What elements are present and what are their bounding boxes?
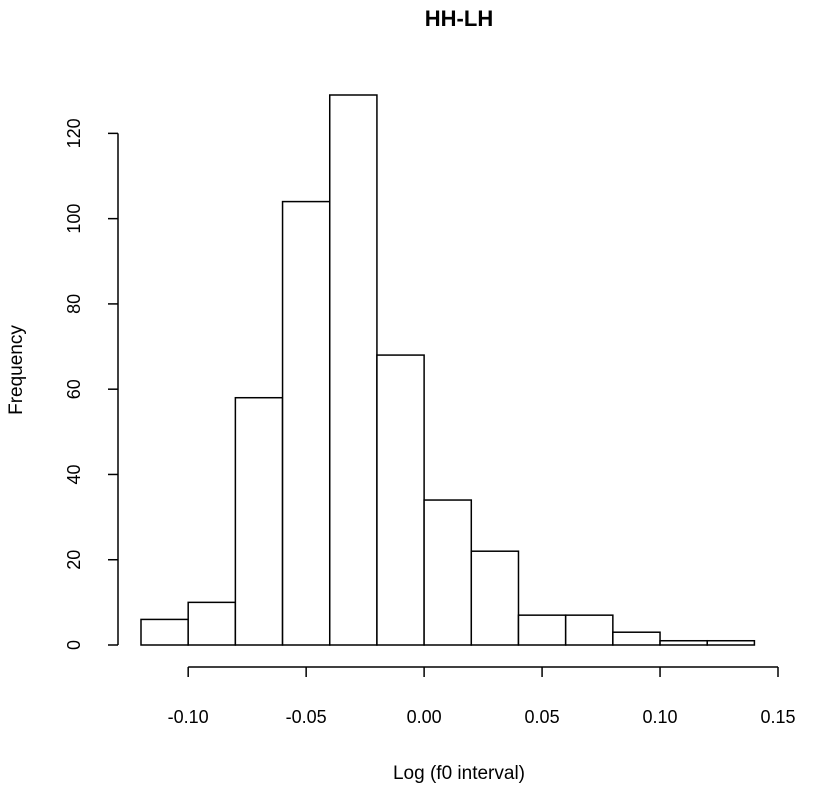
chart-title: HH-LH <box>425 6 493 31</box>
x-tick-label: 0.05 <box>525 707 560 727</box>
y-tick-label: 80 <box>64 294 84 314</box>
x-tick-label: 0.00 <box>407 707 442 727</box>
x-tick-label: -0.10 <box>168 707 209 727</box>
y-tick-label: 0 <box>64 640 84 650</box>
histogram-bar-8 <box>517 614 567 646</box>
histogram-bar-7 <box>470 550 520 646</box>
histogram-bar-3 <box>281 200 331 646</box>
histogram-bar-9 <box>564 614 614 646</box>
y-tick-label: 60 <box>64 379 84 399</box>
histogram-bar-4 <box>328 94 378 646</box>
histogram-bar-1 <box>187 601 237 646</box>
x-tick-label: -0.05 <box>286 707 327 727</box>
histogram-bar-10 <box>612 631 661 646</box>
histogram-bar-6 <box>423 499 473 646</box>
histogram-bar-12 <box>706 639 756 646</box>
y-tick-label: 100 <box>64 204 84 234</box>
x-axis: -0.10 -0.05 0.00 0.05 0.10 0.15 <box>168 666 796 727</box>
histogram-bar-5 <box>376 354 425 646</box>
y-tick-label: 20 <box>64 550 84 570</box>
histogram-bar-2 <box>234 396 284 646</box>
y-tick-label: 120 <box>64 118 84 148</box>
x-tick-label: 0.10 <box>643 707 678 727</box>
y-axis: 0 20 40 60 80 100 120 <box>64 118 119 650</box>
histogram-bar-0 <box>140 618 189 646</box>
bars-group <box>140 94 756 646</box>
x-axis-label: Log (f0 interval) <box>393 763 525 784</box>
y-axis-label: Frequency <box>6 325 27 415</box>
y-tick-label: 40 <box>64 464 84 484</box>
histogram-bar-11 <box>659 639 708 646</box>
x-tick-label: 0.15 <box>760 707 795 727</box>
